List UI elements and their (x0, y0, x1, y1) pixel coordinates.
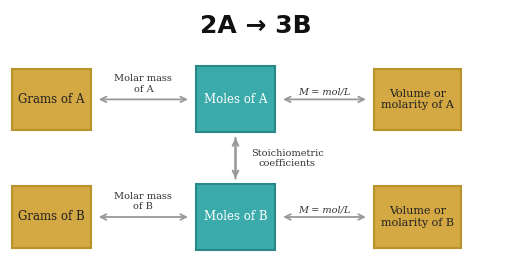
Text: Volume or
molarity of B: Volume or molarity of B (381, 206, 454, 228)
Text: Moles of B: Moles of B (204, 211, 267, 223)
Text: Moles of A: Moles of A (204, 93, 267, 106)
Text: Grams of A: Grams of A (18, 93, 84, 106)
Text: Stoichiometric
coefficients: Stoichiometric coefficients (251, 148, 324, 168)
Text: Grams of B: Grams of B (18, 211, 84, 223)
Text: 2A → 3B: 2A → 3B (200, 14, 312, 38)
Text: Volume or
molarity of A: Volume or molarity of A (381, 88, 454, 110)
Text: M = mol/L: M = mol/L (298, 88, 351, 97)
Text: Molar mass
of B: Molar mass of B (114, 192, 173, 211)
FancyBboxPatch shape (196, 184, 275, 250)
Text: M = mol/L: M = mol/L (298, 205, 351, 214)
Text: Molar mass
of A: Molar mass of A (114, 74, 173, 94)
FancyBboxPatch shape (196, 66, 275, 132)
FancyBboxPatch shape (12, 186, 91, 248)
FancyBboxPatch shape (374, 69, 461, 130)
FancyBboxPatch shape (374, 186, 461, 248)
FancyBboxPatch shape (12, 69, 91, 130)
